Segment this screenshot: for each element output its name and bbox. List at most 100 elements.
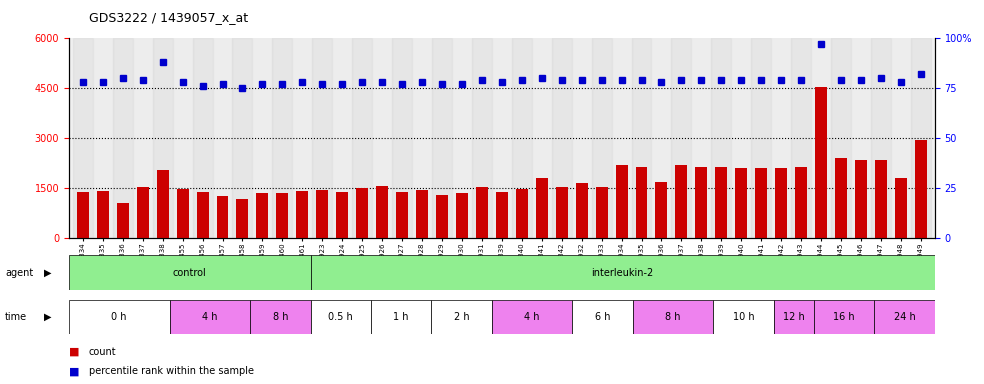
FancyBboxPatch shape [492,300,573,334]
Text: GDS3222 / 1439057_x_at: GDS3222 / 1439057_x_at [89,12,248,25]
Bar [397,192,408,238]
Bar [416,190,428,238]
Text: ▶: ▶ [44,268,52,278]
Bar [751,38,771,238]
Bar [277,194,288,238]
FancyBboxPatch shape [773,300,814,334]
Bar [572,38,591,238]
Text: 10 h: 10 h [733,312,755,322]
FancyBboxPatch shape [713,300,773,334]
Bar [811,38,831,238]
Bar [591,38,612,238]
FancyBboxPatch shape [311,300,371,334]
Text: 6 h: 6 h [594,312,610,322]
Bar [795,167,807,238]
Bar [372,38,392,238]
Text: ■: ■ [69,347,80,357]
Bar [412,38,432,238]
Bar [92,38,113,238]
Bar [273,38,292,238]
FancyBboxPatch shape [814,300,875,334]
Text: 8 h: 8 h [273,312,288,322]
Text: 4 h: 4 h [202,312,217,322]
FancyBboxPatch shape [431,300,492,334]
Text: interleukin-2: interleukin-2 [591,268,653,278]
Bar [216,197,228,238]
Bar [835,158,847,238]
FancyBboxPatch shape [371,300,431,334]
Bar [292,38,312,238]
Bar [476,187,488,238]
FancyBboxPatch shape [573,300,633,334]
Bar [236,199,248,238]
Bar [655,182,667,238]
Text: ▶: ▶ [44,312,52,322]
FancyBboxPatch shape [311,255,935,290]
Text: 0.5 h: 0.5 h [329,312,353,322]
Bar [735,168,747,238]
Bar [815,87,828,238]
Bar [333,38,352,238]
FancyBboxPatch shape [250,300,311,334]
Bar [337,192,348,238]
FancyBboxPatch shape [169,300,250,334]
Bar [775,168,787,238]
Bar [376,187,388,238]
Bar [696,167,707,238]
Bar [392,38,412,238]
Bar [911,38,931,238]
Bar [855,160,867,238]
Bar [576,183,587,238]
Bar [771,38,791,238]
Text: time: time [5,312,27,322]
Bar [96,191,109,238]
Bar [756,168,768,238]
Text: 12 h: 12 h [783,312,805,322]
Bar [356,189,368,238]
Bar [232,38,253,238]
Bar [257,193,269,238]
Bar [651,38,671,238]
Bar [452,38,472,238]
Text: 2 h: 2 h [454,312,469,322]
Bar [612,38,632,238]
Bar [117,203,129,238]
Bar [516,189,527,238]
Bar [692,38,711,238]
Bar [632,38,651,238]
Bar [636,167,647,238]
Bar [133,38,153,238]
Bar [875,160,887,238]
Bar [193,38,213,238]
Bar [73,38,92,238]
Bar [894,177,907,238]
FancyBboxPatch shape [633,300,713,334]
Bar [172,38,193,238]
Bar [791,38,811,238]
Bar [715,167,727,238]
Bar [711,38,731,238]
Bar [616,165,628,238]
Text: 4 h: 4 h [524,312,540,322]
Bar [556,187,568,238]
FancyBboxPatch shape [69,300,169,334]
Bar [432,38,452,238]
Text: control: control [173,268,207,278]
Text: count: count [89,347,116,357]
Bar [492,38,512,238]
Bar [675,165,688,238]
Text: agent: agent [5,268,33,278]
Bar [595,187,607,238]
Text: 16 h: 16 h [833,312,855,322]
FancyBboxPatch shape [875,300,935,334]
Bar [316,190,329,238]
Bar [871,38,891,238]
Bar [496,192,508,238]
Bar [176,189,189,238]
Bar [851,38,871,238]
Text: ■: ■ [69,366,80,376]
Bar [531,38,552,238]
Bar [535,178,548,238]
Bar [456,193,468,238]
Bar [731,38,751,238]
